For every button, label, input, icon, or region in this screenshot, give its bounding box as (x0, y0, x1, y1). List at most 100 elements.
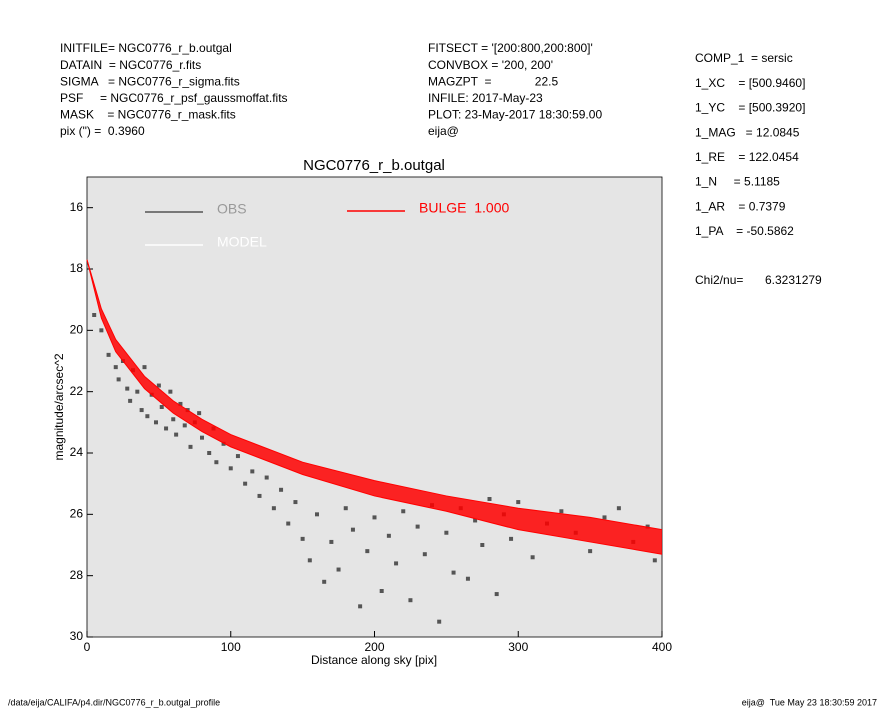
obs-point (401, 509, 406, 514)
obs-point (365, 549, 370, 554)
x-tick-label: 200 (364, 640, 384, 654)
obs-point (322, 579, 327, 584)
y-axis-label: magnitude/arcsec^2 (52, 353, 66, 460)
y-tick-label: 20 (70, 323, 84, 337)
obs-point (182, 423, 187, 428)
header-line: DATAIN = NGC0776_r.fits (60, 58, 201, 72)
obs-point (415, 524, 420, 529)
obs-point (487, 497, 492, 501)
y-tick-label: 26 (70, 507, 84, 521)
obs-point (350, 527, 355, 532)
obs-point (159, 405, 164, 409)
obs-point (174, 432, 179, 437)
obs-point (214, 460, 219, 465)
header-line: eija@ (428, 124, 459, 138)
obs-point (343, 506, 348, 511)
chart-title: NGC0776_r_b.outgal (303, 157, 445, 174)
obs-point (271, 506, 276, 511)
header-line: INFILE: 2017-May-23 (428, 91, 543, 105)
obs-point (451, 570, 456, 575)
y-tick-label: 22 (70, 384, 84, 398)
obs-point (168, 389, 173, 394)
obs-point (645, 524, 650, 529)
obs-point (422, 552, 427, 557)
obs-point (257, 493, 262, 498)
obs-point (264, 475, 269, 480)
fit-parameter: 1_XC = [500.9460] (695, 76, 805, 90)
obs-point (329, 539, 334, 544)
obs-point (228, 466, 233, 471)
obs-point (197, 411, 202, 416)
footer-path: /data/eija/CALIFA/p4.dir/NGC0776_r_b.out… (8, 697, 220, 707)
x-tick-label: 100 (221, 640, 241, 654)
legend-label: MODEL (217, 234, 267, 250)
obs-point (279, 487, 284, 492)
obs-point (307, 558, 312, 563)
obs-point (125, 386, 130, 391)
fit-parameter: 1_N = 5.1185 (695, 175, 780, 189)
obs-point (315, 512, 319, 517)
obs-point (293, 500, 298, 505)
obs-point (444, 530, 449, 535)
chi2-label: Chi2/nu= (695, 273, 743, 287)
obs-point (336, 567, 341, 572)
obs-point (652, 558, 657, 563)
model-band (87, 259, 662, 555)
obs-point (394, 561, 399, 566)
model-edge (86, 259, 663, 555)
header-line: PSF = NGC0776_r_psf_gaussmoffat.fits (60, 91, 288, 105)
obs-point (135, 389, 140, 394)
x-tick-label: 0 (84, 640, 91, 654)
obs-point (408, 598, 413, 603)
obs-point (386, 533, 391, 538)
obs-point (588, 549, 593, 554)
header-line: pix (") = 0.3960 (60, 124, 145, 138)
header-line: MAGZPT = 22.5 (428, 74, 558, 88)
obs-point (221, 441, 226, 446)
obs-point (92, 313, 97, 317)
y-tick-label: 30 (70, 629, 84, 643)
obs-point (516, 500, 521, 505)
header-line: CONVBOX = '200, 200' (428, 58, 553, 72)
obs-point (235, 454, 240, 459)
header-line: MASK = NGC0776_r_mask.fits (60, 108, 236, 122)
obs-point (106, 352, 111, 357)
obs-point (145, 414, 150, 419)
obs-point (358, 604, 363, 609)
obs-point (286, 521, 291, 526)
obs-point (156, 383, 161, 388)
obs-point (379, 589, 384, 593)
obs-point (154, 420, 158, 425)
fit-parameter: 1_MAG = 12.0845 (695, 125, 800, 139)
obs-point (171, 417, 176, 422)
obs-point (494, 592, 499, 597)
obs-point (142, 365, 147, 370)
obs-point (188, 444, 193, 449)
obs-point (250, 469, 255, 474)
obs-point (509, 536, 514, 541)
header-line: PLOT: 23-May-2017 18:30:59.00 (428, 108, 602, 122)
obs-point (480, 543, 485, 547)
y-tick-label: 24 (70, 445, 84, 459)
obs-point (113, 365, 118, 370)
obs-point (243, 481, 248, 486)
chi2-value: 6.3231279 (765, 273, 822, 287)
x-tick-label: 300 (508, 640, 528, 654)
obs-point (559, 509, 564, 514)
x-axis-label: Distance along sky [pix] (311, 653, 437, 667)
obs-point (616, 506, 621, 511)
obs-point (465, 576, 470, 581)
header-line: INITFILE= NGC0776_r_b.outgal (60, 41, 232, 55)
obs-point (128, 398, 133, 403)
x-tick-label: 400 (652, 640, 672, 654)
fit-parameter: 1_PA = -50.5862 (695, 224, 794, 238)
obs-point (372, 515, 377, 520)
y-tick-label: 18 (70, 261, 84, 275)
obs-point (178, 401, 183, 406)
obs-point (530, 555, 535, 560)
obs-point (164, 426, 169, 431)
obs-point (602, 515, 607, 520)
header-line: SIGMA = NGC0776_r_sigma.fits (60, 74, 240, 88)
obs-point (99, 328, 104, 333)
